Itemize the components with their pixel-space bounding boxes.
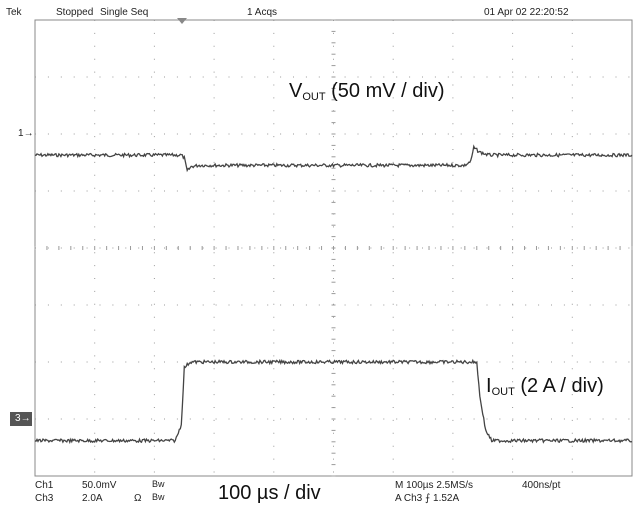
ch1-scale: 50.0mV <box>82 480 117 491</box>
ch3-scale: 2.0A <box>82 493 103 504</box>
waveform-traces <box>34 144 633 445</box>
trace-ch1 <box>34 144 633 173</box>
trace-ch3 <box>34 358 633 445</box>
iout-label: IOUT (2 A / div) <box>486 375 604 398</box>
acquisition-mode: Single Seq <box>100 7 149 18</box>
ch1-bandwidth-icon: Bw <box>152 479 165 489</box>
resolution-readout: 400ns/pt <box>522 480 561 491</box>
brand-label: Tek <box>6 7 22 18</box>
ch1-label: Ch1 <box>35 480 54 491</box>
datetime: 01 Apr 02 22:20:52 <box>484 7 569 18</box>
ch3-ground-marker: 3→ <box>10 412 32 426</box>
horizontal-readout: M 100µs 2.5MS/s <box>395 480 474 491</box>
run-state: Stopped <box>56 7 94 18</box>
timebase-label: 100 µs / div <box>218 482 321 504</box>
trigger-readout: A Ch3 ⨍ 1.52A <box>395 493 460 504</box>
ch1-ground-marker: 1→ <box>18 128 34 139</box>
vout-label: VOUT (50 mV / div) <box>289 80 445 103</box>
ch3-bandwidth-icon: Bw <box>152 492 165 502</box>
graticule <box>34 19 633 477</box>
ch3-impedance-icon: Ω <box>134 493 142 504</box>
acquisition-count: 1 Acqs <box>247 7 278 18</box>
trigger-position-marker <box>177 18 187 24</box>
ch3-label: Ch3 <box>35 493 54 504</box>
